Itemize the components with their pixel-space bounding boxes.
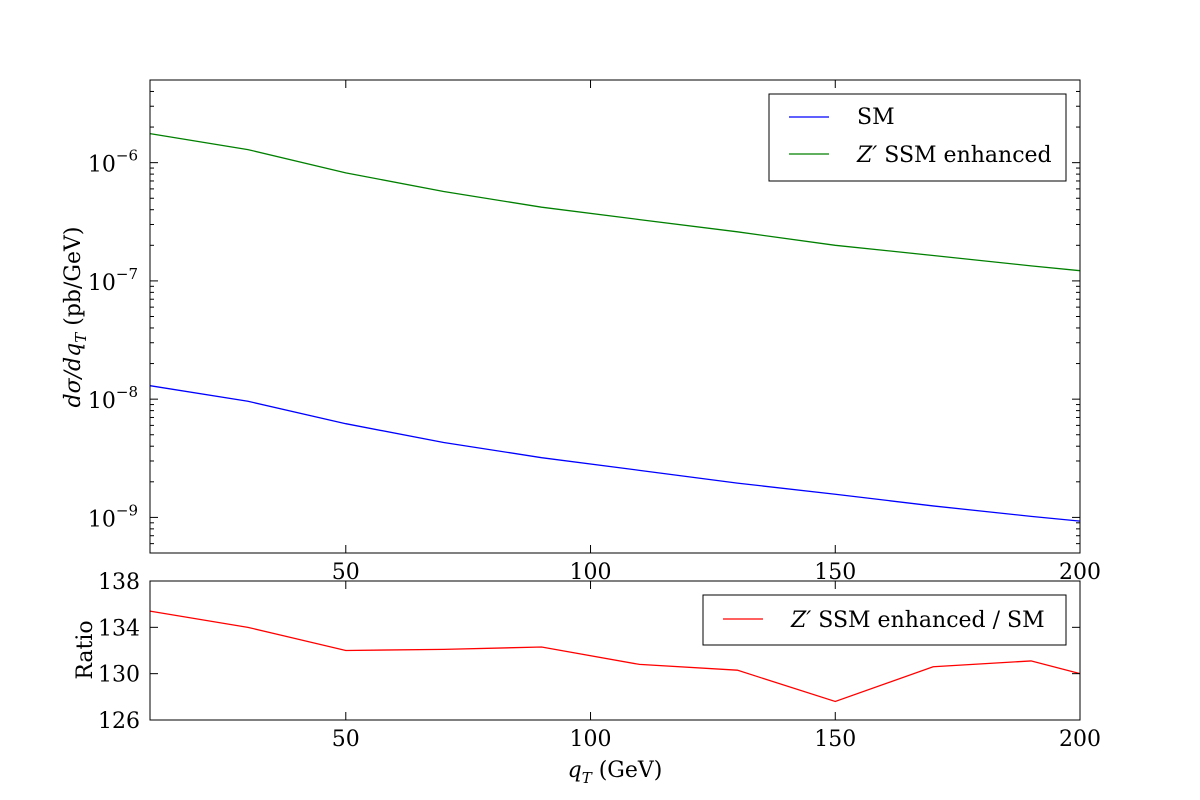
bottom-y-tick-label: 134 — [98, 616, 140, 641]
bottom-y-ticks: 126 130 134 138 — [98, 570, 1080, 734]
top-y-tick-label: 10−7 — [88, 265, 138, 296]
top-legend-box — [768, 93, 1067, 182]
bottom-x-tick-label: 50 — [332, 727, 360, 752]
bottom-x-ticks: 50 100 150 200 — [332, 581, 1101, 752]
top-panel: 50 100 150 200 10−910−810−710−6 dσ/dqT (pb/… — [61, 79, 1101, 585]
legend-label-sm: SM — [857, 105, 895, 130]
bottom-y-tick-label: 126 — [98, 709, 140, 734]
bottom-y-axis-label: Ratio — [73, 620, 98, 679]
bottom-series-lines — [149, 610, 1081, 703]
top-y-tick-label: 10−9 — [88, 501, 138, 532]
bottom-legend-box — [702, 594, 1067, 646]
top-series-lines — [149, 132, 1081, 522]
bottom-x-axis-label: qT (GeV) — [568, 758, 663, 787]
bottom-x-tick-label: 150 — [814, 727, 856, 752]
bottom-y-tick-label: 130 — [98, 663, 140, 688]
bottom-series-line-0 — [149, 610, 1081, 703]
bottom-legend: Z′ SSM enhanced / SM — [702, 594, 1067, 646]
top-series-line-0 — [149, 385, 1081, 522]
bottom-x-tick-label: 100 — [570, 727, 612, 752]
top-legend: SM Z′ SSM enhanced — [768, 93, 1067, 182]
bottom-y-tick-label: 138 — [98, 570, 140, 595]
bottom-x-tick-label: 200 — [1059, 727, 1101, 752]
top-series-line-1 — [149, 132, 1081, 272]
bottom-plot-frame — [149, 580, 1081, 721]
top-y-tick-label: 10−6 — [88, 147, 138, 178]
top-y-axis-label: dσ/dqT (pb/GeV) — [61, 227, 90, 408]
legend-label-ratio: Z′ SSM enhanced / SM — [790, 608, 1045, 633]
top-y-ticks: 10−9 10−8 10−7 10−6 — [88, 79, 1080, 554]
legend-label-zprime: Z′ SSM enhanced — [856, 143, 1052, 168]
top-y-tick-label: 10−8 — [88, 383, 138, 414]
